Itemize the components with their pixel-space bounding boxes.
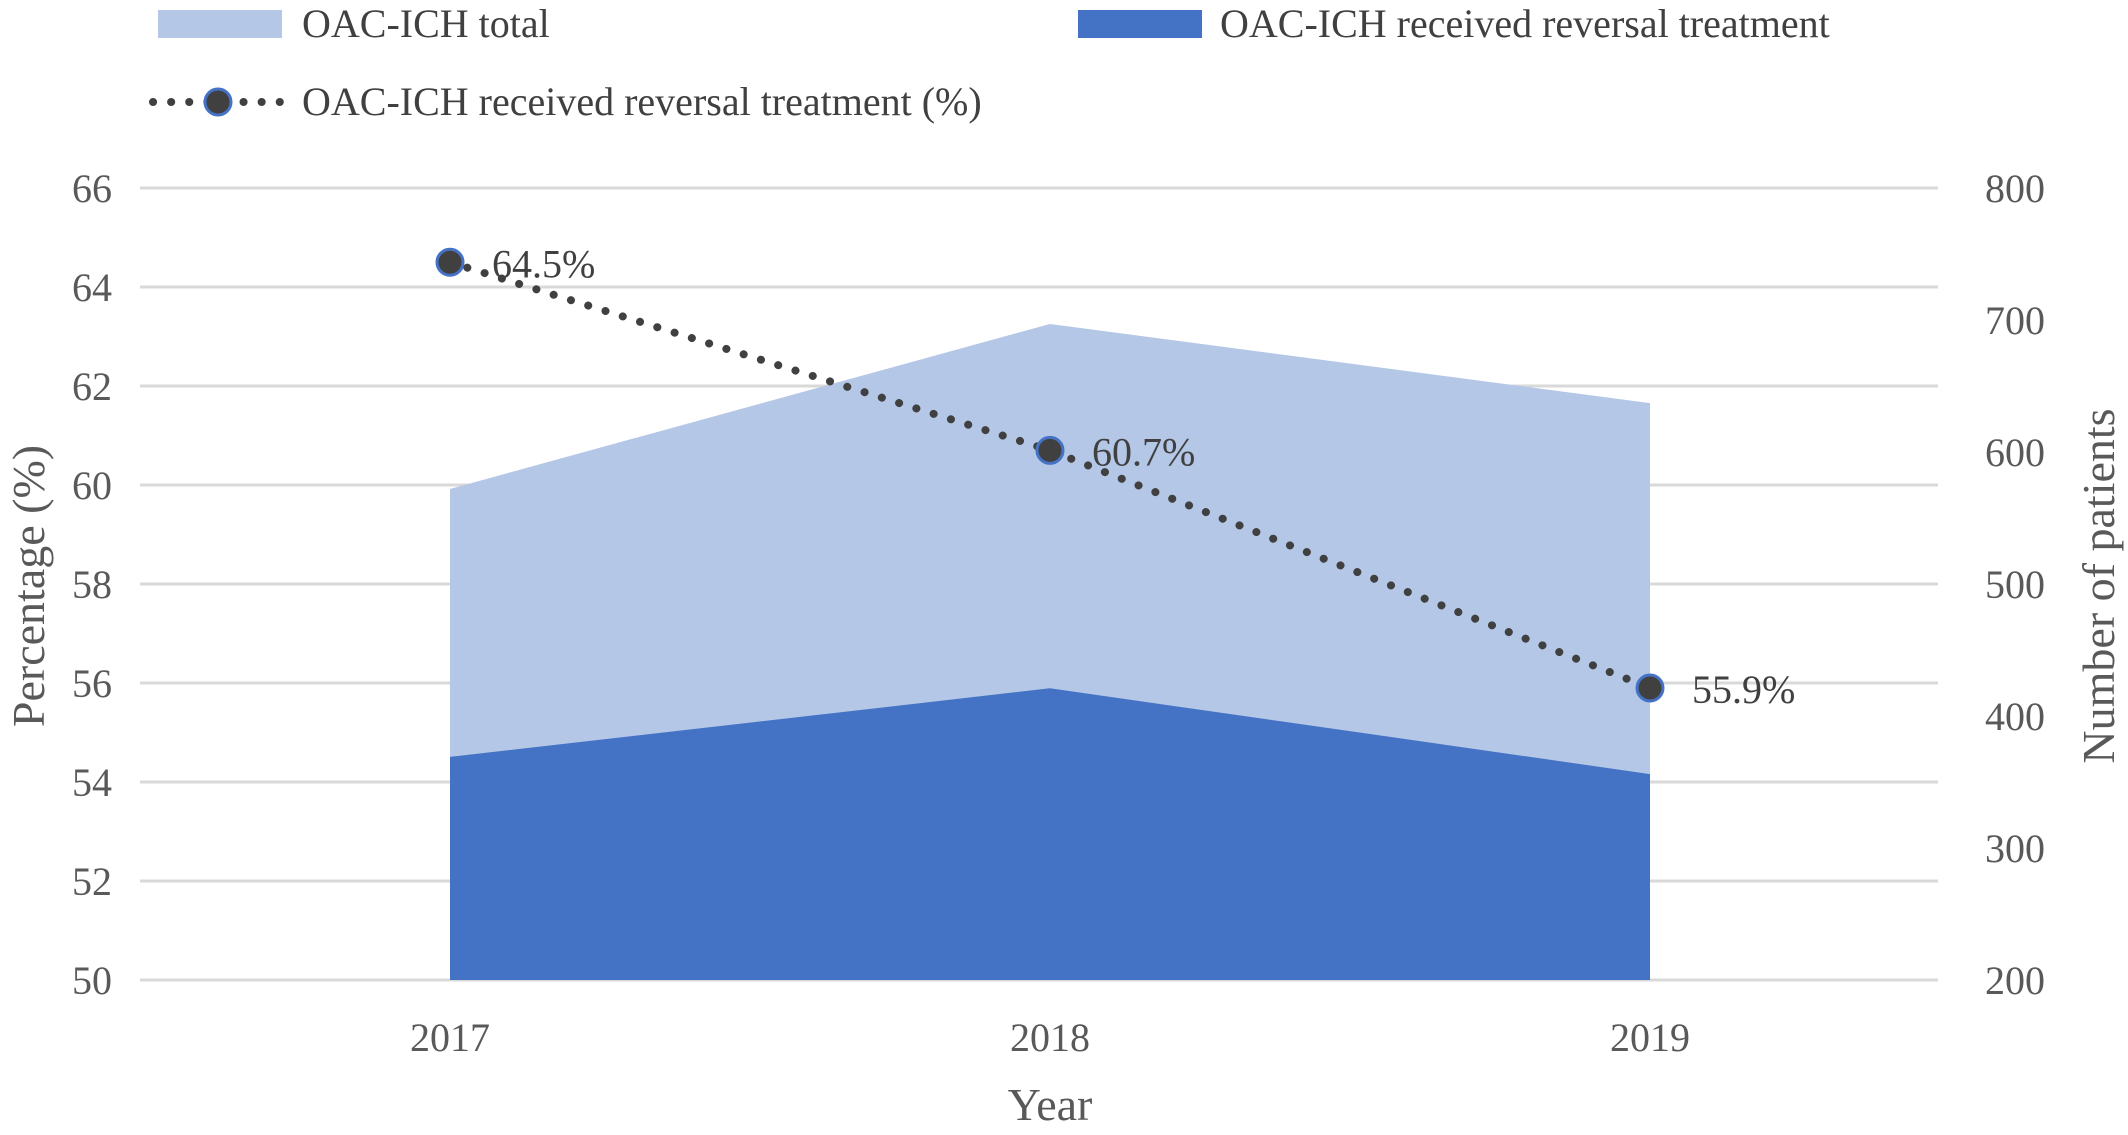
y-axis-right: 200 300 400 500 600 700 800 xyxy=(1985,166,2045,1003)
legend-swatch-total xyxy=(158,10,282,38)
y-tick-label: 58 xyxy=(72,562,112,607)
y-tick-label: 50 xyxy=(72,958,112,1003)
legend-marker-percent xyxy=(203,87,233,117)
area-oac-ich-reversal xyxy=(450,688,1650,980)
percent-marker xyxy=(1035,435,1065,465)
legend-label-total: OAC-ICH total xyxy=(302,1,550,46)
y2-tick-label: 200 xyxy=(1985,958,2045,1003)
y2-tick-label: 500 xyxy=(1985,562,2045,607)
data-label: 55.9% xyxy=(1692,667,1795,712)
area-series xyxy=(450,323,1650,981)
data-label: 60.7% xyxy=(1092,429,1195,474)
y-tick-label: 62 xyxy=(72,364,112,409)
y2-tick-label: 400 xyxy=(1985,694,2045,739)
x-tick-label: 2017 xyxy=(410,1015,490,1060)
legend-swatch-reversal xyxy=(1078,10,1202,38)
y-tick-label: 52 xyxy=(72,859,112,904)
legend-label-reversal: OAC-ICH received reversal treatment xyxy=(1220,1,1830,46)
y-axis-left-title: Percentage (%) xyxy=(3,445,54,727)
y-tick-label: 64 xyxy=(72,265,112,310)
legend: OAC-ICH total OAC-ICH received reversal … xyxy=(149,1,1830,124)
x-axis-title: Year xyxy=(1008,1079,1093,1130)
y2-tick-label: 800 xyxy=(1985,166,2045,211)
x-tick-label: 2018 xyxy=(1010,1015,1090,1060)
y2-tick-label: 300 xyxy=(1985,826,2045,871)
y-axis-left: 50 52 54 56 58 60 62 64 66 xyxy=(72,166,112,1003)
legend-label-percent: OAC-ICH received reversal treatment (%) xyxy=(302,79,982,124)
y-tick-label: 54 xyxy=(72,760,112,805)
y-tick-label: 66 xyxy=(72,166,112,211)
x-tick-label: 2019 xyxy=(1610,1015,1690,1060)
line-series: 64.5% 60.7% 55.9% xyxy=(435,241,1795,712)
y-tick-label: 56 xyxy=(72,661,112,706)
y-tick-label: 60 xyxy=(72,463,112,508)
y2-tick-label: 600 xyxy=(1985,430,2045,475)
percent-marker xyxy=(1635,673,1665,703)
y2-tick-label: 700 xyxy=(1985,298,2045,343)
y-axis-right-title: Number of patients xyxy=(2073,408,2124,763)
data-label: 64.5% xyxy=(492,241,595,286)
percent-marker xyxy=(435,247,465,277)
x-axis: 2017 2018 2019 xyxy=(410,1015,1690,1060)
